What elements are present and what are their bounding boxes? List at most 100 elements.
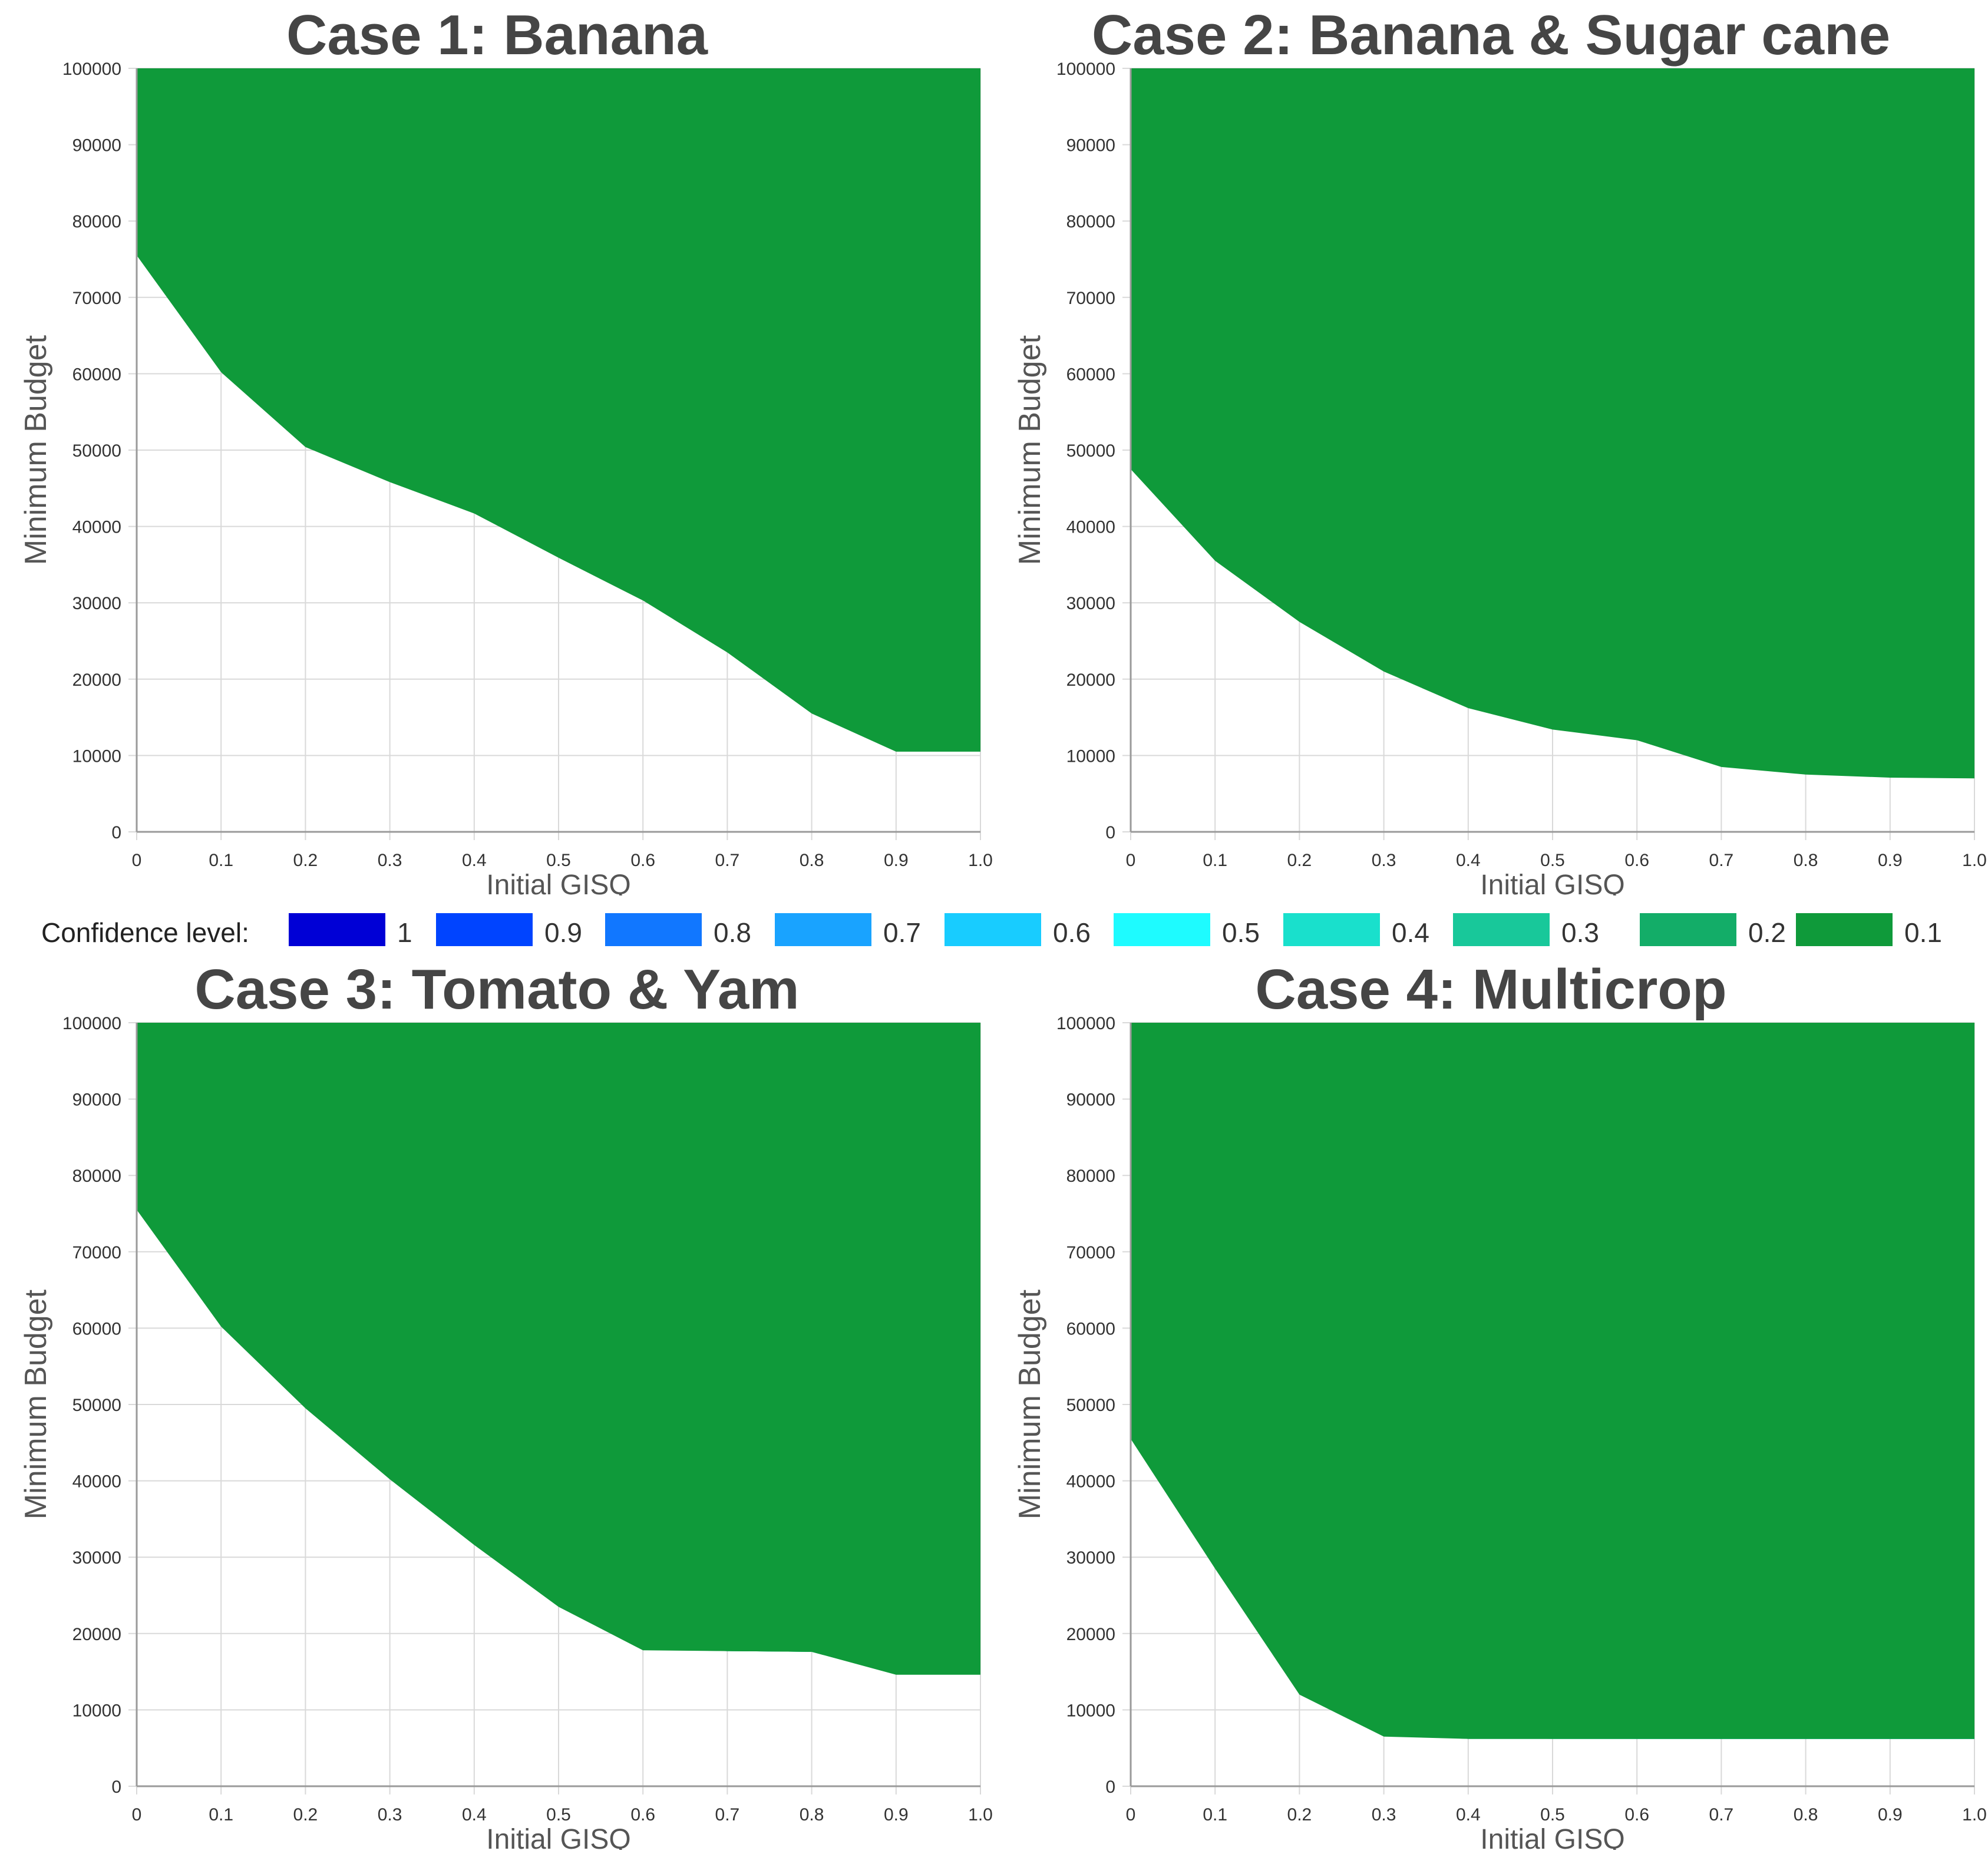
x-tick-label: 0.4 xyxy=(1456,1805,1481,1825)
axes: 0 0.1 0.2 0.3 0.4 0.5 0.6 0.7 0.8 0.9 1.0 0 10000 200… xyxy=(1013,1014,1987,1850)
legend-value: 0.8 xyxy=(714,917,751,948)
legend-value: 0.4 xyxy=(1392,917,1429,948)
x-tick-label: 0.4 xyxy=(462,851,487,870)
legend-value: 0.9 xyxy=(544,917,582,948)
y-tick-label: 90000 xyxy=(1066,1090,1115,1110)
x-tick-label: 0.9 xyxy=(884,851,909,870)
y-tick-label: 90000 xyxy=(72,136,121,156)
axes: 0 0.1 0.2 0.3 0.4 0.5 0.6 0.7 0.8 0.9 1.0 0 10000 200… xyxy=(19,1014,993,1850)
y-tick-label: 0 xyxy=(1105,823,1115,842)
x-axis-label: Initial GISQ xyxy=(486,870,630,895)
y-tick-label: 20000 xyxy=(72,1625,121,1644)
y-tick-label: 30000 xyxy=(72,594,121,613)
confidence-legend: Confidence level: 1 0.9 0.8 0.7 0.6 0.5 … xyxy=(0,905,1988,958)
y-tick-label: 10000 xyxy=(72,1701,121,1720)
y-tick-label: 60000 xyxy=(1066,1319,1115,1338)
x-tick-label: 0.4 xyxy=(462,1805,487,1825)
legend-swatch xyxy=(945,913,1041,946)
y-tick-label: 50000 xyxy=(1066,441,1115,461)
x-tick-label: 0.2 xyxy=(293,1805,318,1825)
x-tick-label: 0.6 xyxy=(630,1805,655,1825)
chart-title: Case 3: Tomato & Yam xyxy=(194,958,800,1021)
x-tick-label: 0.9 xyxy=(1878,851,1903,870)
x-tick-label: 0 xyxy=(1126,1805,1136,1825)
x-tick-label: 0.5 xyxy=(546,851,571,870)
x-tick-label: 0 xyxy=(1126,851,1136,870)
y-tick-label: 70000 xyxy=(72,289,121,308)
chart-case-3: 0 0.1 0.2 0.3 0.4 0.5 0.6 0.7 0.8 0.9 1.0 0 10000 200… xyxy=(19,1014,993,1850)
x-tick-label: 0.2 xyxy=(1287,1805,1312,1825)
y-tick-label: 80000 xyxy=(1066,212,1115,232)
y-tick-label: 50000 xyxy=(72,1396,121,1415)
chart-title: Case 1: Banana xyxy=(286,4,708,67)
x-tick-label: 0.5 xyxy=(1540,1805,1565,1825)
x-tick-label: 0.3 xyxy=(1372,1805,1396,1825)
legend-value: 1 xyxy=(397,917,412,948)
x-tick-label: 0.6 xyxy=(1624,851,1649,870)
area-series-group xyxy=(1131,1023,1974,1739)
y-tick-label: 90000 xyxy=(72,1090,121,1110)
y-tick-label: 10000 xyxy=(1066,746,1115,766)
x-tick-label: 1.0 xyxy=(968,1805,993,1825)
y-tick-label: 70000 xyxy=(1066,289,1115,308)
y-tick-label: 70000 xyxy=(72,1243,121,1263)
y-tick-label: 50000 xyxy=(1066,1396,1115,1415)
legend-swatch xyxy=(289,913,385,946)
x-tick-label: 0.2 xyxy=(293,851,318,870)
chart-case-2: 0 0.1 0.2 0.3 0.4 0.5 0.6 0.7 0.8 0.9 1.0 0 10000 200… xyxy=(1013,60,1987,895)
x-tick-label: 1.0 xyxy=(968,851,993,870)
area-level-0-1 xyxy=(137,1023,980,1675)
x-tick-label: 0 xyxy=(132,1805,142,1825)
x-tick-label: 0.8 xyxy=(800,1805,824,1825)
y-tick-label: 0 xyxy=(111,1777,121,1797)
x-tick-label: 0.6 xyxy=(1624,1805,1649,1825)
y-tick-label: 60000 xyxy=(72,1319,121,1338)
x-tick-label: 0.9 xyxy=(1878,1805,1903,1825)
legend-value: 0.1 xyxy=(1904,917,1942,948)
x-axis-label: Initial GISQ xyxy=(1480,1824,1624,1850)
legend-value: 0.3 xyxy=(1561,917,1599,948)
legend-title: Confidence level: xyxy=(41,917,249,948)
legend-swatch xyxy=(1283,913,1380,946)
y-tick-label: 20000 xyxy=(1066,1625,1115,1644)
y-tick-label: 30000 xyxy=(1066,1548,1115,1568)
x-tick-label: 0.7 xyxy=(715,851,740,870)
y-axis-label: Minimum Budget xyxy=(19,1289,53,1519)
x-axis-label: Initial GISQ xyxy=(1480,870,1624,895)
chart-panel-case-2: 0 0.1 0.2 0.3 0.4 0.5 0.6 0.7 0.8 0.9 1.0 0 10000 200… xyxy=(994,0,1988,895)
area-series-group xyxy=(1131,68,1974,779)
legend-value: 0.2 xyxy=(1748,917,1786,948)
x-tick-label: 1.0 xyxy=(1962,1805,1987,1825)
x-tick-label: 0.8 xyxy=(1794,1805,1818,1825)
area-series-group xyxy=(137,68,980,752)
chart-case-4: 0 0.1 0.2 0.3 0.4 0.5 0.6 0.7 0.8 0.9 1.0 0 10000 200… xyxy=(1013,1014,1987,1850)
y-axis-label: Minimum Budget xyxy=(1013,335,1047,565)
legend-value: 0.5 xyxy=(1222,917,1260,948)
x-tick-label: 0.3 xyxy=(378,851,402,870)
area-level-0-1 xyxy=(1131,68,1974,779)
legend-swatch xyxy=(1114,913,1210,946)
x-tick-label: 0.7 xyxy=(1709,1805,1734,1825)
area-level-0-1 xyxy=(137,68,980,752)
chart-case-1: 0 0.1 0.2 0.3 0.4 0.5 0.6 0.7 0.8 0.9 1.0 0 10000 200… xyxy=(19,60,993,895)
y-tick-label: 50000 xyxy=(72,441,121,461)
chart-panel-case-3: 0 0.1 0.2 0.3 0.4 0.5 0.6 0.7 0.8 0.9 1.0 0 10000 200… xyxy=(0,954,994,1850)
legend-swatch xyxy=(436,913,533,946)
x-axis-label: Initial GISQ xyxy=(486,1824,630,1850)
y-tick-label: 40000 xyxy=(1066,1472,1115,1492)
x-tick-label: 0.1 xyxy=(1203,1805,1227,1825)
y-tick-label: 20000 xyxy=(1066,670,1115,690)
chart-title: Case 4: Multicrop xyxy=(1255,958,1727,1021)
y-tick-label: 0 xyxy=(111,823,121,842)
y-tick-label: 70000 xyxy=(1066,1243,1115,1263)
x-tick-label: 0.8 xyxy=(800,851,824,870)
x-tick-label: 0.1 xyxy=(209,1805,233,1825)
y-tick-label: 30000 xyxy=(72,1548,121,1568)
y-tick-label: 60000 xyxy=(1066,365,1115,384)
x-tick-label: 0 xyxy=(132,851,142,870)
area-series-group xyxy=(137,1023,980,1675)
x-tick-label: 1.0 xyxy=(1962,851,1987,870)
y-tick-label: 90000 xyxy=(1066,136,1115,156)
y-tick-label: 100000 xyxy=(62,60,121,79)
x-tick-label: 0.1 xyxy=(1203,851,1227,870)
